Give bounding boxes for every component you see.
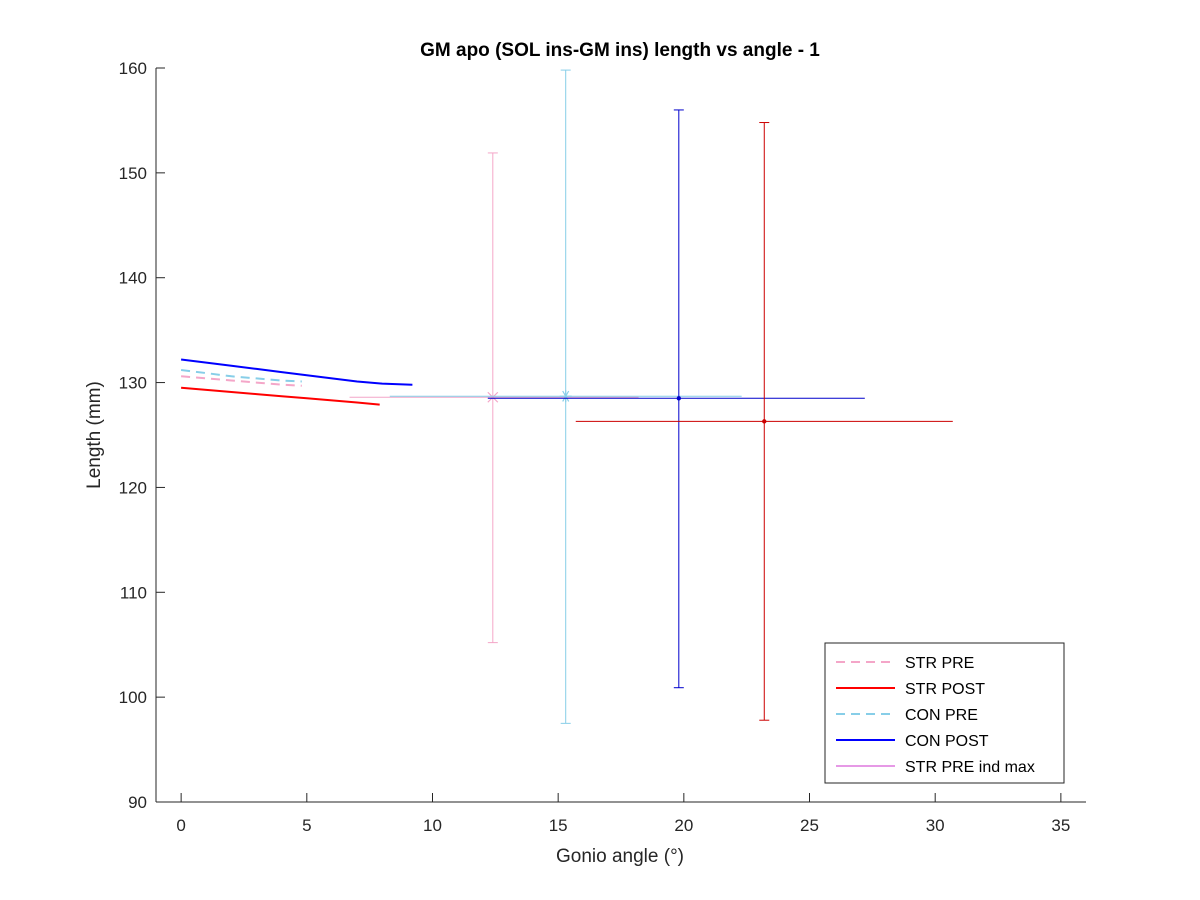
x-tick-label: 0 (176, 816, 185, 835)
y-tick-label: 150 (119, 164, 147, 183)
legend-entry: STR POST (905, 681, 985, 698)
x-tick-label: 15 (549, 816, 568, 835)
legend-box (824, 642, 1065, 784)
legend: STR PRE STR POST CON PRE CON POST STR PRE in… (824, 642, 1065, 784)
series-line-3 (180, 369, 302, 383)
x-tick-label: 30 (926, 816, 945, 835)
series-line-2 (181, 386, 380, 406)
chart-title: GM apo (SOL ins-GM ins) length vs angle … (420, 40, 820, 61)
error-point-3 (487, 109, 865, 689)
x-marker (487, 391, 499, 403)
y-tick-label: 110 (120, 583, 147, 602)
x-tick-label: 10 (423, 816, 442, 835)
legend-entry: STR PRE (905, 655, 974, 672)
y-tick-label: 120 (119, 478, 147, 497)
y-tick-label: 130 (119, 374, 147, 393)
x-tick-label: 5 (302, 816, 311, 835)
x-tick-label: 25 (800, 816, 819, 835)
dot-marker (676, 396, 682, 401)
x-tick-label: 35 (1051, 816, 1070, 835)
error-point-2 (389, 69, 742, 724)
series-line-1 (181, 375, 302, 387)
plot-area (180, 69, 953, 724)
y-tick-label: 90 (128, 793, 147, 812)
error-point-1 (349, 152, 639, 644)
dot-marker (762, 419, 767, 424)
x-tick-label: 20 (674, 816, 693, 835)
series-line-4 (180, 358, 413, 386)
legend-entry: STR PRE ind max (905, 759, 1035, 776)
y-axis-label: Length (mm) (84, 381, 105, 489)
legend-entry: CON POST (905, 733, 989, 750)
legend-entry: CON PRE (905, 707, 978, 724)
error-point-4 (575, 122, 953, 721)
y-tick-label: 160 (119, 59, 147, 78)
y-tick-label: 140 (119, 269, 147, 288)
x-axis-label: Gonio angle (°) (556, 846, 684, 867)
y-tick-label: 100 (119, 688, 147, 707)
axes: 0 5 10 15 20 25 30 35 90 100 110 120 130 140 150 160 (119, 59, 1086, 835)
